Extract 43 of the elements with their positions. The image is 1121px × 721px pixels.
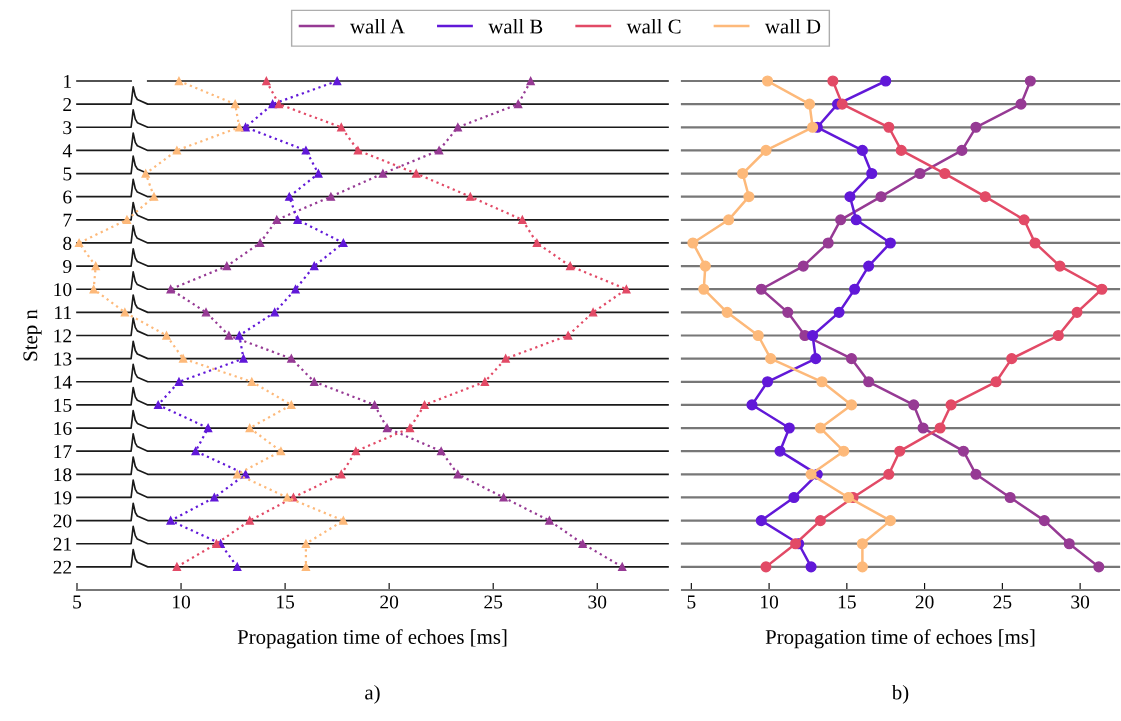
y-tick-label: 8 [63,236,72,250]
y-tick-label: 21 [53,537,71,551]
y-tick-label: 9 [63,259,72,274]
y-tick-label: 3 [63,121,72,135]
x-tick-label: 25 [484,595,503,609]
y-tick-label: 13 [54,352,72,366]
x-axis-title: Propagation time of echoes [ms] [765,629,1035,649]
legend-label: wall D [764,18,821,34]
x-axis-title: Propagation time of echoes [ms] [237,629,507,649]
x-tick-label: 15 [838,595,856,609]
legend-label: wall A [350,18,405,34]
y-tick-label: 17 [54,445,72,458]
y-tick-label: 6 [63,190,72,204]
y-tick-label: 22 [53,560,72,574]
y-tick-label: 14 [54,375,72,389]
y-tick-label: 11 [55,306,71,320]
x-tick-label: 15 [277,595,295,609]
x-tick-label: 30 [1071,595,1090,609]
x-tick-label: 5 [687,595,696,609]
y-tick-label: 19 [54,491,72,505]
y-tick-label: 12 [54,329,72,343]
y-tick-label: 1 [64,74,71,88]
y-tick-label: 16 [54,421,72,435]
x-tick-label: 30 [588,595,607,609]
x-tick-label: 10 [761,595,779,609]
x-tick-label: 25 [993,595,1012,609]
y-tick-label: 7 [63,213,72,227]
y-tick-label: 18 [54,468,72,482]
y-tick-label: 2 [63,98,72,111]
text: b) [891,684,909,704]
y-tick-label: 10 [54,283,72,297]
y-tick-label: 15 [54,398,72,412]
legend-label: wall B [488,18,543,34]
y-tick-label: 4 [62,144,72,158]
y-axis-title: Step n [23,309,42,361]
x-tick-label: 10 [173,595,191,609]
y-tick-label: 5 [63,167,72,181]
legend-label: wall C [626,18,681,34]
x-tick-label: 20 [380,595,399,609]
y-tick-label: 20 [53,514,72,528]
x-tick-label: 20 [915,595,934,609]
x-tick-label: 5 [73,595,82,609]
text: a) [365,684,380,704]
